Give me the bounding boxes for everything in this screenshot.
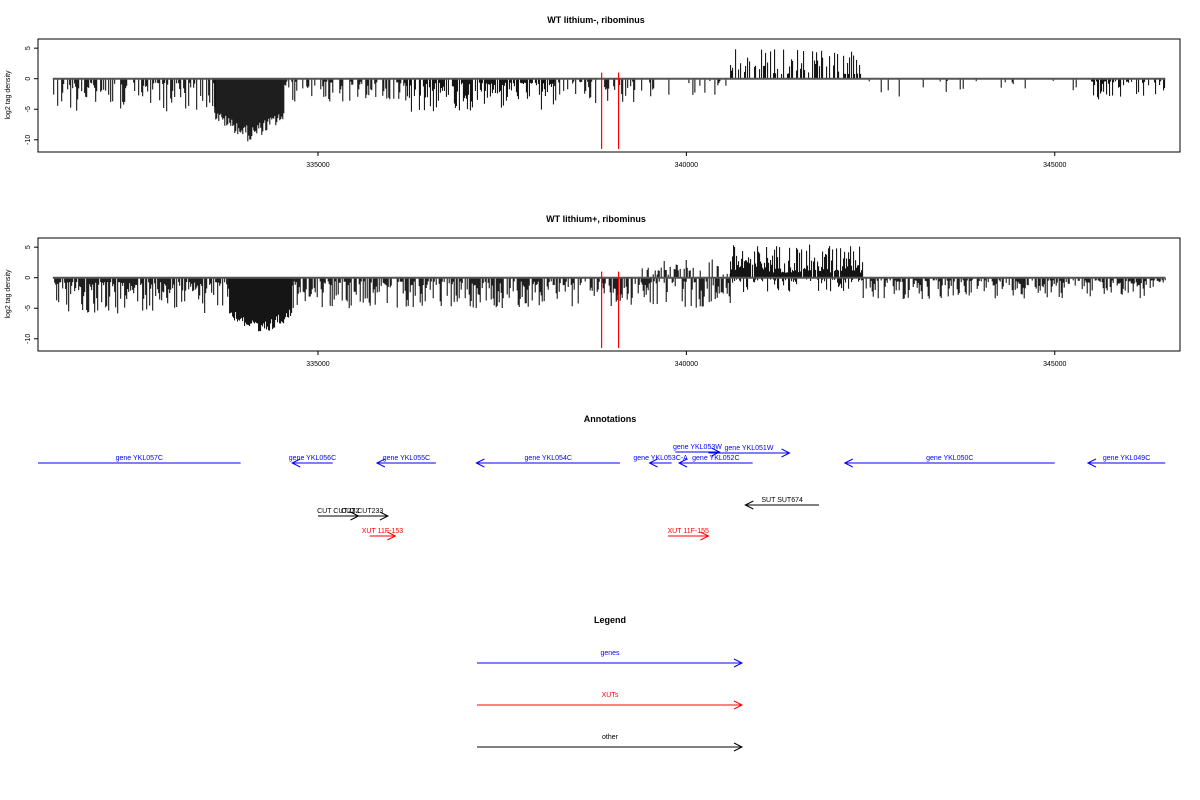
x-axis: 335000 340000 345000 — [306, 152, 1067, 169]
arrow-left-icon — [744, 500, 754, 510]
arrow-left-icon — [475, 458, 485, 468]
arrow-left-icon — [677, 458, 688, 468]
y-axis: 5 0 -5 -10 — [25, 46, 38, 145]
feature-label: gene YKL055C — [383, 455, 430, 462]
arrow-left-icon — [375, 458, 386, 468]
feature-label: gene YKL053W — [673, 444, 722, 451]
feature-label: gene YKL056C — [289, 455, 336, 462]
feature-label: gene YKL057C — [116, 455, 163, 462]
x-tick-label: 345000 — [1043, 162, 1066, 169]
feature-label: SUT SUT674 — [761, 497, 803, 504]
annotation-feature: gene YKL056C — [289, 455, 336, 468]
legend-entry: other — [477, 734, 744, 752]
panel-title: WT lithium+, ribominus — [546, 214, 646, 224]
legend-label: other — [602, 734, 619, 741]
legend-entries: genes XUTs other — [477, 650, 744, 752]
x-tick-label: 335000 — [306, 361, 329, 368]
panel-title: WT lithium-, ribominus — [547, 15, 645, 25]
track-panel-lithium-plus: WT lithium+, ribominus log2 tag density … — [5, 214, 1181, 368]
annotation-feature: SUT SUT674 — [744, 497, 819, 510]
legend-panel: Legend genes XUTs other — [477, 615, 744, 752]
arrow-right-icon — [387, 531, 397, 541]
density-bars — [54, 244, 1166, 332]
y-tick-label: 0 — [25, 77, 32, 81]
y-tick-label: -5 — [25, 106, 32, 112]
y-axis-label: log2 tag density — [5, 70, 12, 120]
annotation-feature: gene YKL054C — [475, 455, 621, 468]
legend-label: XUTs — [602, 692, 619, 699]
feature-label: gene YKL053C-A — [633, 455, 688, 462]
x-tick-label: 335000 — [306, 162, 329, 169]
red-markers — [601, 72, 620, 149]
feature-label: gene YKL052C — [692, 455, 739, 462]
annotation-feature: gene YKL052C — [677, 455, 753, 468]
feature-label: XUT 11F-155 — [668, 528, 709, 535]
red-markers — [601, 271, 620, 348]
annotation-feature: gene YKL057C — [38, 455, 241, 464]
annotation-feature: gene YKL053W — [673, 444, 722, 457]
arrow-right-icon — [700, 531, 710, 541]
feature-label: gene YKL049C — [1103, 455, 1150, 462]
y-tick-label: -5 — [25, 305, 32, 311]
annotation-feature: XUT 11F-153 — [362, 528, 403, 541]
annotation-feature: XUT 11F-155 — [668, 528, 710, 541]
arrow-left-icon — [843, 458, 853, 468]
arrow-right-icon — [733, 700, 744, 710]
annotations-panel: Annotations gene YKL057C gene YKL056C gene… — [38, 414, 1166, 541]
arrow-right-icon — [711, 447, 721, 457]
plot-frame — [37, 237, 1181, 352]
y-axis-label: log2 tag density — [5, 269, 12, 319]
legend-entry: genes — [477, 650, 744, 668]
x-tick-label: 340000 — [675, 361, 698, 368]
feature-label: gene YKL054C — [525, 455, 572, 462]
y-tick-label: -10 — [25, 135, 32, 145]
feature-label: CUT CUT233 — [341, 508, 383, 515]
annotation-feature: gene YKL050C — [843, 455, 1055, 468]
arrow-right-icon — [379, 511, 390, 521]
y-tick-label: 0 — [25, 276, 32, 280]
x-tick-label: 345000 — [1043, 361, 1066, 368]
annotation-feature: gene YKL055C — [375, 455, 436, 468]
feature-label: XUT 11F-153 — [362, 528, 403, 535]
feature-label: gene YKL051W — [725, 445, 774, 452]
legend-entry: XUTs — [477, 692, 744, 710]
density-bars — [53, 49, 1166, 142]
plot-frame — [37, 38, 1181, 153]
arrow-right-icon — [781, 448, 791, 458]
arrow-left-icon — [291, 458, 301, 468]
annotation-feature: gene YKL049C — [1086, 455, 1166, 468]
y-tick-label: 5 — [25, 245, 32, 249]
annotation-features: gene YKL057C gene YKL056C gene YKL055C gene… — [38, 444, 1166, 541]
annotation-feature: gene YKL053C-A — [633, 455, 688, 468]
y-tick-label: 5 — [25, 46, 32, 50]
annotation-feature: gene YKL051W — [708, 445, 791, 458]
x-tick-label: 340000 — [675, 162, 698, 169]
arrow-right-icon — [733, 742, 744, 752]
track-panel-lithium-minus: WT lithium-, ribominus log2 tag density … — [5, 15, 1181, 169]
feature-label: CUT CUT232 — [317, 508, 359, 515]
legend-label: genes — [600, 650, 620, 657]
feature-label: gene YKL050C — [926, 455, 973, 462]
legend-title: Legend — [594, 615, 626, 625]
annotation-feature: CUT CUT233 — [336, 508, 390, 521]
y-axis: 5 0 -5 -10 — [25, 245, 38, 344]
y-tick-label: -10 — [25, 334, 32, 344]
x-axis: 335000 340000 345000 — [306, 351, 1067, 368]
arrow-left-icon — [1086, 458, 1097, 468]
arrow-right-icon — [733, 658, 744, 668]
annotations-title: Annotations — [584, 414, 637, 424]
arrow-left-icon — [648, 458, 658, 468]
